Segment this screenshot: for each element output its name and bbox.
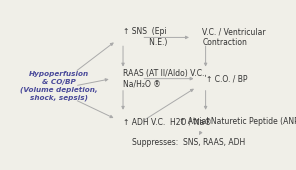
Text: ↑ Atrial Naturetic Peptide (ANP): ↑ Atrial Naturetic Peptide (ANP) (179, 117, 296, 126)
Text: V.C. / Ventricular
Contraction: V.C. / Ventricular Contraction (202, 27, 266, 47)
Text: ↑ C.O. / BP: ↑ C.O. / BP (206, 74, 247, 83)
Text: RAAS (AT II/Aldo) V.C.,
Na/H₂O ®: RAAS (AT II/Aldo) V.C., Na/H₂O ® (123, 69, 207, 89)
Text: Suppresses:  SNS, RAAS, ADH: Suppresses: SNS, RAAS, ADH (132, 138, 245, 147)
Text: Hypoperfusion
& CO/BP
(Volume depletion,
shock, sepsis): Hypoperfusion & CO/BP (Volume depletion,… (20, 71, 98, 101)
Text: ↑ ADH V.C.  H2O / Na®: ↑ ADH V.C. H2O / Na® (123, 117, 212, 126)
Text: ↑ SNS  (Epi
           N.E.): ↑ SNS (Epi N.E.) (123, 27, 168, 47)
